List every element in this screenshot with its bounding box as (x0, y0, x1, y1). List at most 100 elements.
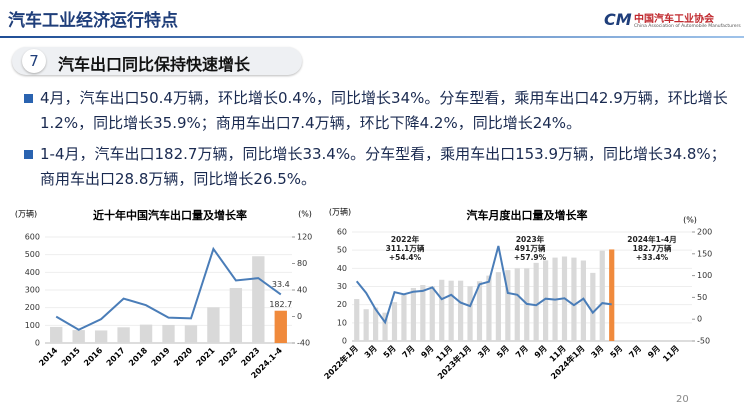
x-tick-label: 3月 (363, 344, 379, 360)
x-tick-label: 2018 (127, 346, 149, 368)
y-tick-label: 0 (35, 339, 40, 348)
bar (184, 325, 198, 343)
bar (229, 288, 243, 343)
y-tick-label: 400 (25, 268, 40, 277)
chart-title: 近十年中国汽车出口量及增长率 (93, 208, 247, 222)
bullet-text: 1-4月，汽车出口182.7万辆，同比增长33.4%。分车型看，乘用车出口153… (40, 145, 726, 188)
y2-axis-label: (%) (683, 216, 697, 225)
logo-en: China Association of Automobile Manufact… (634, 24, 741, 29)
x-tick-label: 2020 (172, 346, 194, 368)
y-tick-label: 10 (337, 318, 347, 327)
bar (467, 286, 473, 341)
bar (117, 327, 130, 343)
y-tick-label: 100 (25, 321, 40, 330)
x-tick-label: 9月 (646, 344, 662, 360)
bar (571, 257, 577, 341)
bullet-text: 4月，汽车出口50.4万辆，环比增长0.4%，同比增长34%。分车型看，乘用车出… (40, 89, 728, 132)
bar (590, 272, 596, 341)
y-tick-label: 200 (25, 303, 40, 312)
y-tick-label: 50 (337, 246, 347, 255)
logo-mark: CM (604, 10, 632, 29)
y-tick-label: 500 (25, 250, 40, 259)
y-tick-label: 0 (342, 337, 347, 346)
y-tick-label: 600 (25, 233, 40, 242)
bar (439, 279, 445, 341)
bar (401, 295, 407, 341)
annotation: +33.4% (636, 253, 669, 262)
x-tick-label: 11月 (661, 344, 681, 364)
bar (274, 310, 287, 343)
bar (139, 324, 153, 343)
chart-title: 汽车月度出口量及增长率 (467, 208, 588, 222)
annotation: +57.9% (514, 253, 547, 262)
bar (476, 281, 483, 341)
x-tick-label: 2022年1月 (322, 343, 360, 381)
bar (514, 268, 520, 341)
x-tick-label: 2019 (150, 346, 172, 368)
annotation: 311.1万辆 (386, 243, 425, 253)
bar (162, 324, 175, 343)
x-tick-label: 7月 (401, 344, 417, 360)
slide-title: 汽车工业经济运行特点 (8, 11, 178, 31)
bar (609, 249, 615, 341)
y2-tick-label: 0 (297, 312, 302, 321)
y2-tick-label: 50 (697, 293, 707, 302)
bar (505, 270, 511, 341)
bar (373, 307, 379, 341)
bar (50, 326, 63, 343)
x-tick-label: 2021 (194, 346, 216, 368)
y-tick-label: 20 (337, 300, 347, 309)
annotation: 2022年 (391, 234, 420, 244)
y-tick-label: 60 (337, 228, 347, 237)
bar (354, 299, 360, 341)
x-tick-label: 2016 (82, 346, 104, 368)
x-tick-label: 5月 (382, 344, 398, 360)
bar (410, 287, 416, 341)
annotation: +54.4% (389, 253, 422, 262)
bar (207, 307, 220, 343)
bar (458, 280, 464, 341)
y-axis-label: (万辆) (15, 209, 37, 219)
bullet-marker (24, 150, 33, 159)
annotation: 2023年 (516, 234, 545, 244)
y2-tick-label: 40 (297, 286, 307, 295)
x-tick-label: 3月 (476, 344, 492, 360)
x-tick-label: 5月 (495, 344, 511, 360)
y-axis-label: (万辆) (329, 207, 351, 217)
y2-tick-label: 150 (697, 249, 712, 258)
bar (72, 330, 85, 343)
bullet-marker (24, 94, 33, 103)
y-tick-label: 30 (337, 282, 347, 291)
y2-tick-label: 100 (697, 271, 712, 280)
x-tick-label: 2015 (60, 346, 82, 368)
bar (495, 272, 501, 341)
y2-tick-label: 80 (297, 259, 307, 268)
header-rule (0, 36, 744, 38)
data-label: 182.7 (269, 300, 292, 309)
x-tick-label: 2014 (37, 346, 59, 368)
bar (543, 260, 549, 341)
bar (486, 275, 492, 341)
bar (382, 312, 388, 341)
growth-line (55, 246, 282, 331)
y2-tick-label: 0 (697, 315, 702, 324)
x-tick-label: 9月 (419, 344, 435, 360)
annotation: 182.7万辆 (633, 243, 672, 253)
x-tick-label: 7月 (627, 344, 643, 360)
y2-tick-label: 120 (297, 233, 312, 242)
x-tick-label: 7月 (514, 344, 530, 360)
logo: CM 中国汽车工业协会 China Association of Automob… (604, 8, 742, 34)
y2-tick-label: 200 (697, 228, 712, 237)
section-title: 汽车出口同比保持快速增长 (58, 55, 251, 74)
bar (391, 302, 398, 341)
section-number: 7 (22, 49, 46, 73)
annotation: 2024年1-4月 (627, 234, 676, 244)
y-tick-label: 300 (25, 286, 40, 295)
bar (580, 260, 586, 341)
x-tick-label: 9月 (533, 344, 549, 360)
y2-tick-label: -40 (297, 339, 310, 348)
logo-cn: 中国汽车工业协会 (634, 14, 714, 25)
bar (252, 256, 265, 343)
